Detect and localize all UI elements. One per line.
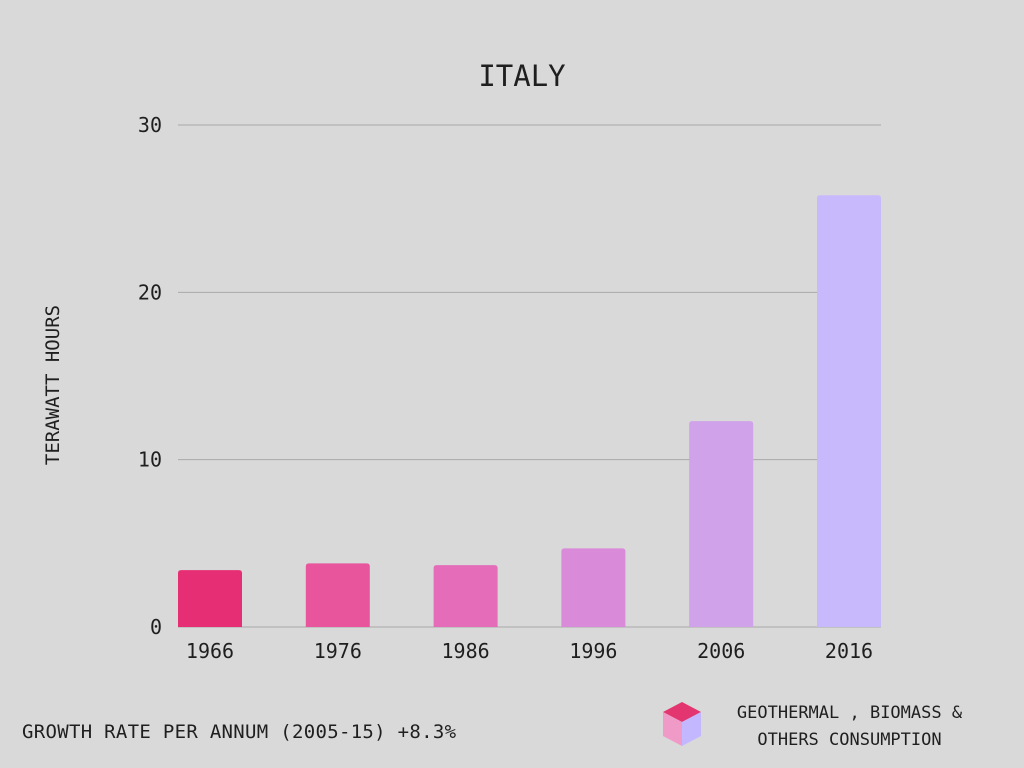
y-axis-label: TERAWATT HOURS (42, 305, 64, 465)
bar-1976 (305, 563, 370, 627)
legend-label: GEOTHERMAL , BIOMASS & OTHERS CONSUMPTIO… (712, 700, 987, 754)
legend-line-2: OTHERS CONSUMPTION (757, 730, 942, 750)
legend-line-1: GEOTHERMAL , BIOMASS & (736, 703, 963, 723)
gridlines (178, 124, 881, 628)
x-tick-label: 1996 (569, 639, 617, 663)
y-axis-tick-labels: 0 10 20 30 (138, 113, 162, 639)
x-tick-label: 1966 (186, 639, 234, 663)
x-axis-tick-labels: 1966 1976 1986 1996 2006 2016 (186, 639, 873, 663)
chart-title: ITALY (478, 59, 565, 93)
growth-rate-note: GROWTH RATE PER ANNUM (2005-15) +8.3% (22, 721, 457, 743)
x-tick-label: 1976 (314, 639, 362, 663)
legend: GEOTHERMAL , BIOMASS & OTHERS CONSUMPTIO… (662, 700, 992, 752)
cube-left-face (663, 712, 682, 746)
y-tick-label: 30 (138, 113, 162, 137)
y-tick-label: 20 (138, 280, 162, 304)
bar-series (178, 195, 881, 627)
x-tick-label: 2016 (825, 639, 873, 663)
bar-2006 (689, 421, 754, 627)
bar-1996 (561, 548, 626, 627)
cube-icon (663, 702, 701, 746)
bar-2016 (817, 195, 881, 627)
bar-1966 (178, 570, 242, 627)
cube-right-face (682, 712, 701, 746)
y-tick-label: 10 (138, 448, 162, 472)
bar-1986 (433, 565, 498, 627)
x-tick-label: 1986 (442, 639, 490, 663)
x-tick-label: 2006 (697, 639, 745, 663)
y-tick-label: 0 (150, 615, 162, 639)
